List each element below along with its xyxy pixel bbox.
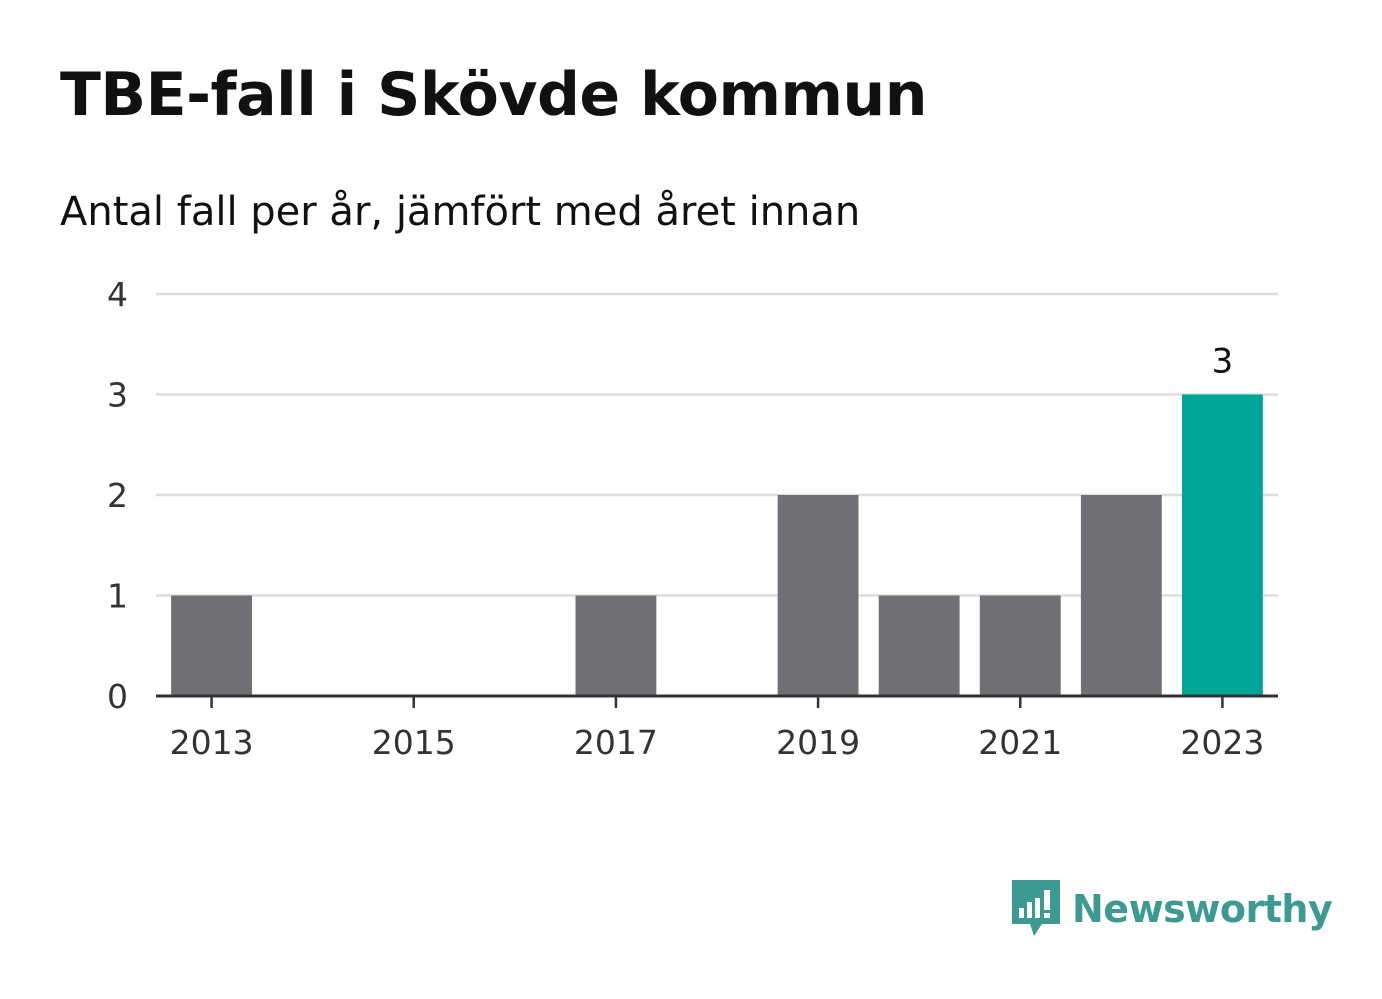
x-axis-ticks: 2013 2015 2017 2019 2021 2023 [170, 696, 1264, 762]
bar-2023 [1181, 394, 1263, 696]
newsworthy-logo-icon [1012, 880, 1060, 936]
brand-name: Newsworthy [1072, 887, 1333, 931]
bars [171, 394, 1263, 696]
x-tick-label: 2017 [574, 723, 658, 762]
bar-2022 [1080, 495, 1162, 696]
chart-title: TBE-fall i Skövde kommun [60, 60, 927, 130]
bar-chart: 0 1 2 3 4 3 2013 2015 2017 2019 2021 2023 [107, 275, 1278, 762]
x-tick-label: 2023 [1180, 723, 1264, 762]
bar-2017 [575, 595, 657, 696]
bar-2019 [777, 495, 859, 696]
chart-subtitle: Antal fall per år, jämfört med året inna… [60, 189, 861, 235]
bar-2021 [979, 595, 1061, 696]
y-tick-label: 1 [107, 577, 128, 616]
y-tick-label: 0 [107, 677, 128, 716]
bar-2020 [878, 595, 960, 696]
y-axis-ticks: 0 1 2 3 4 [107, 275, 128, 716]
bar-2013 [171, 595, 253, 696]
data-label-2023: 3 [1212, 342, 1234, 382]
y-tick-label: 4 [107, 275, 128, 314]
x-tick-label: 2015 [372, 723, 456, 762]
x-tick-label: 2013 [170, 723, 254, 762]
brand-logo: Newsworthy [1010, 878, 1333, 940]
y-tick-label: 2 [107, 476, 128, 515]
x-tick-label: 2019 [776, 723, 860, 762]
x-tick-label: 2021 [978, 723, 1062, 762]
data-labels: 3 [1212, 342, 1234, 382]
y-tick-label: 3 [107, 376, 128, 415]
